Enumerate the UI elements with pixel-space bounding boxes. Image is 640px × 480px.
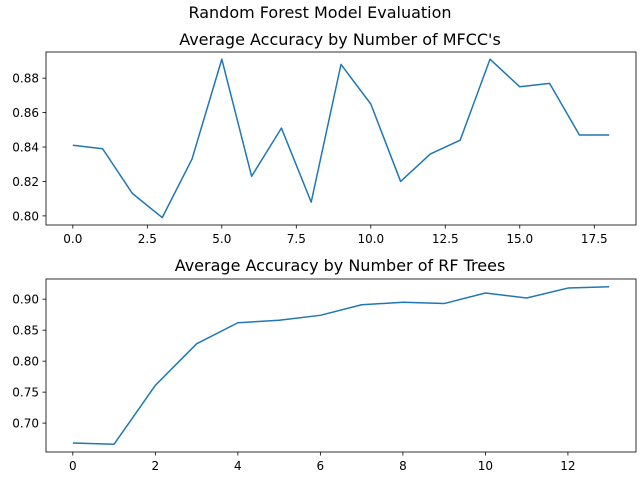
data-point-rf-trees-6 bbox=[319, 314, 321, 316]
data-point-rf-trees-4 bbox=[237, 322, 239, 324]
data-point-mfcc-18 bbox=[608, 134, 610, 136]
y-tick-label-mfcc-4: 0.88 bbox=[12, 72, 39, 86]
data-point-rf-trees-10 bbox=[484, 292, 486, 294]
y-tick-label-rf-trees-3: 0.85 bbox=[12, 324, 39, 338]
y-tick-label-rf-trees-1: 0.75 bbox=[12, 386, 39, 400]
y-tick-label-mfcc-0: 0.80 bbox=[12, 209, 39, 223]
data-point-rf-trees-7 bbox=[361, 304, 363, 306]
x-tick-label-mfcc-3: 7.5 bbox=[287, 232, 306, 246]
data-point-rf-trees-2 bbox=[154, 384, 156, 386]
x-tick-label-rf-trees-1: 2 bbox=[152, 459, 160, 473]
data-point-rf-trees-9 bbox=[443, 303, 445, 305]
series-line-mfcc bbox=[72, 58, 610, 219]
x-tick-label-mfcc-1: 2.5 bbox=[138, 232, 157, 246]
x-tick-label-mfcc-5: 12.5 bbox=[432, 232, 459, 246]
x-tick-label-rf-trees-5: 10 bbox=[478, 459, 493, 473]
axes-frame-mfcc bbox=[45, 51, 637, 226]
data-point-rf-trees-12 bbox=[567, 287, 569, 289]
x-tick-label-mfcc-0: 0.0 bbox=[63, 232, 82, 246]
data-point-mfcc-10 bbox=[370, 103, 372, 105]
data-point-mfcc-8 bbox=[310, 201, 312, 203]
data-point-mfcc-15 bbox=[519, 86, 521, 88]
data-point-rf-trees-5 bbox=[278, 319, 280, 321]
y-tick-label-mfcc-2: 0.84 bbox=[12, 141, 39, 155]
data-point-mfcc-1 bbox=[102, 148, 104, 150]
data-point-mfcc-4 bbox=[191, 158, 193, 160]
figure-suptitle: Random Forest Model Evaluation bbox=[188, 3, 451, 22]
x-tick-label-rf-trees-4: 8 bbox=[399, 459, 407, 473]
series-line-rf-trees bbox=[72, 286, 610, 445]
data-point-rf-trees-11 bbox=[526, 297, 528, 299]
y-tick-label-rf-trees-2: 0.80 bbox=[12, 355, 39, 369]
x-tick-label-mfcc-7: 17.5 bbox=[581, 232, 608, 246]
y-tick-label-rf-trees-4: 0.90 bbox=[12, 293, 39, 307]
data-point-mfcc-13 bbox=[459, 139, 461, 141]
subplot-rf-trees: Average Accuracy by Number of RF Trees 0… bbox=[12, 256, 637, 473]
x-tick-label-rf-trees-6: 12 bbox=[560, 459, 575, 473]
x-tick-label-rf-trees-3: 6 bbox=[317, 459, 325, 473]
x-tick-label-rf-trees-0: 0 bbox=[69, 459, 77, 473]
data-point-mfcc-14 bbox=[489, 58, 491, 60]
data-point-mfcc-6 bbox=[251, 175, 253, 177]
y-tick-label-mfcc-3: 0.86 bbox=[12, 106, 39, 120]
data-point-rf-trees-13 bbox=[608, 286, 610, 288]
y-tick-label-mfcc-1: 0.82 bbox=[12, 175, 39, 189]
x-tick-label-rf-trees-2: 4 bbox=[234, 459, 242, 473]
y-tick-label-rf-trees-0: 0.70 bbox=[12, 417, 39, 431]
data-point-mfcc-17 bbox=[578, 134, 580, 136]
data-point-mfcc-11 bbox=[400, 180, 402, 182]
data-point-rf-trees-0 bbox=[72, 442, 74, 444]
data-point-mfcc-9 bbox=[340, 63, 342, 65]
data-point-mfcc-16 bbox=[549, 82, 551, 84]
data-point-rf-trees-1 bbox=[113, 443, 115, 445]
data-point-mfcc-3 bbox=[161, 217, 163, 219]
data-point-rf-trees-8 bbox=[402, 301, 404, 303]
x-tick-label-mfcc-4: 10.0 bbox=[357, 232, 384, 246]
data-point-mfcc-7 bbox=[280, 127, 282, 129]
x-tick-label-mfcc-6: 15.0 bbox=[506, 232, 533, 246]
data-point-mfcc-2 bbox=[131, 193, 133, 195]
data-point-mfcc-12 bbox=[429, 153, 431, 155]
subplot-mfcc: Average Accuracy by Number of MFCC's 0.0… bbox=[12, 30, 637, 246]
subplot-rf-trees-title: Average Accuracy by Number of RF Trees bbox=[175, 256, 506, 275]
data-point-mfcc-5 bbox=[221, 58, 223, 60]
subplot-mfcc-title: Average Accuracy by Number of MFCC's bbox=[179, 30, 501, 49]
data-point-rf-trees-3 bbox=[196, 343, 198, 345]
data-point-mfcc-0 bbox=[72, 144, 74, 146]
x-tick-label-mfcc-2: 5.0 bbox=[212, 232, 231, 246]
axes-frame-rf-trees bbox=[45, 278, 637, 453]
